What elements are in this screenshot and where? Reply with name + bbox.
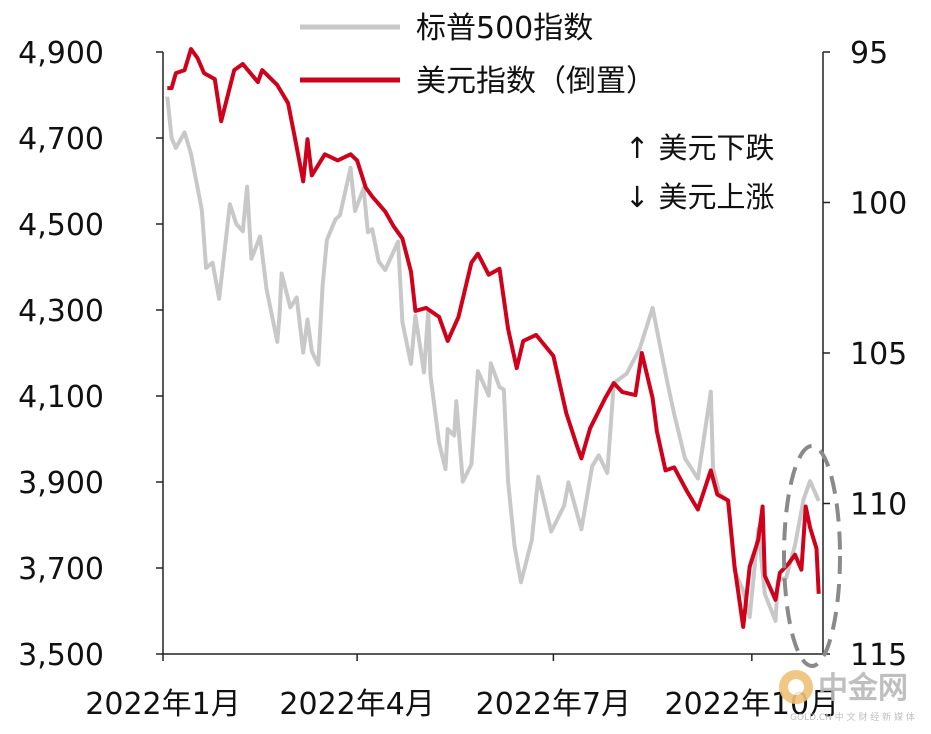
series-line-sp500 <box>165 96 821 623</box>
highlight-ellipse <box>782 444 842 668</box>
left-tick-label: 4,700 <box>18 122 104 157</box>
series-line-usd-index-inverted <box>167 47 821 629</box>
watermark-sub-text: GOLD.CN 中 文 财 经 新 媒 体 <box>790 711 915 723</box>
right-tick-label: 105 <box>850 337 907 372</box>
right-tick-label: 115 <box>850 638 907 673</box>
right-tick-label: 110 <box>850 488 907 523</box>
right-tick-label: 100 <box>850 187 907 222</box>
watermark: 中金网 GOLD.CN 中 文 财 经 新 媒 体 <box>779 670 915 723</box>
annotation-dollar-up: ↓ 美元上涨 <box>625 180 775 214</box>
watermark-logo-text: 中金网 <box>818 671 908 706</box>
left-tick-label: 4,500 <box>18 208 104 243</box>
legend-label-usd: 美元指数（倒置） <box>416 64 656 99</box>
watermark-logo-inner <box>788 679 804 695</box>
left-tick-label: 3,500 <box>18 638 104 673</box>
annotation-dollar-down: ↑ 美元下跌 <box>625 131 775 165</box>
left-tick-label: 3,900 <box>18 466 104 501</box>
left-tick-label: 4,100 <box>18 380 104 415</box>
left-tick-label: 3,700 <box>18 552 104 587</box>
x-tick-label: 2022年7月 <box>476 687 631 722</box>
x-tick-label: 2022年1月 <box>85 687 240 722</box>
x-tick-label: 2022年4月 <box>279 687 434 722</box>
x-axis-ticks: 2022年1月 2022年4月 2022年7月 2022年10月 <box>85 654 839 722</box>
left-axis-ticks: 4,900 4,700 4,500 4,300 4,100 3,900 3,700 3,500 <box>18 36 163 673</box>
right-axis-ticks: 95 100 105 110 115 <box>823 36 907 673</box>
legend-label-sp500: 标普500指数 <box>416 11 593 46</box>
left-tick-label: 4,300 <box>18 294 104 329</box>
left-tick-label: 4,900 <box>18 36 104 71</box>
right-tick-label: 95 <box>850 36 888 71</box>
legend: 标普500指数 美元指数（倒置） <box>300 11 656 99</box>
